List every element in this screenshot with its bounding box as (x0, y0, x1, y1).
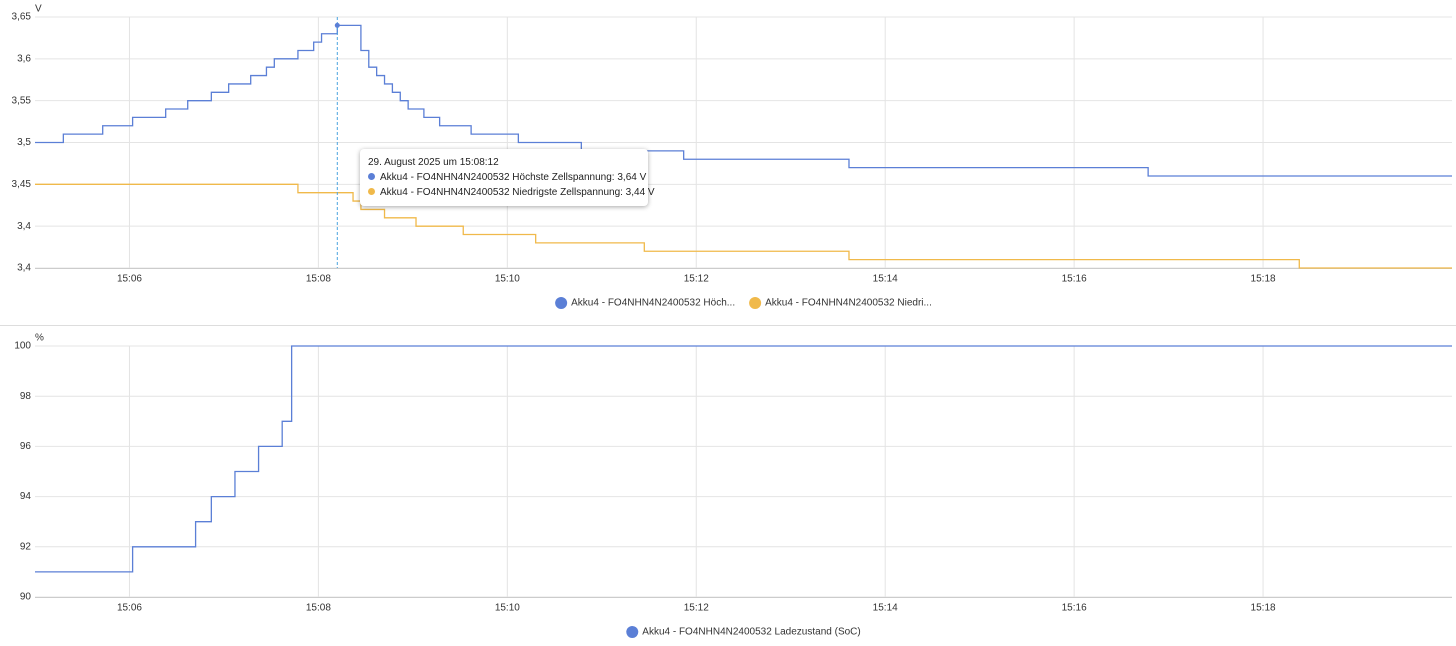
line-series (35, 24, 1452, 177)
y-tick-label: 3,55 (12, 95, 32, 106)
legend-dot (555, 297, 568, 309)
y-tick-label: 3,5 (17, 137, 31, 148)
line-series (35, 183, 1452, 269)
legend-item: Akku4 - FO4NHN4N2400532 Höch... (555, 297, 735, 309)
x-tick-label: 15:06 (117, 603, 142, 614)
legend-item: Akku4 - FO4NHN4N2400532 Ladezustand (SoC… (626, 626, 861, 638)
x-tick-label: 15:12 (684, 274, 709, 285)
y-tick-label: 100 (14, 341, 31, 352)
y-tick-label: 90 (20, 592, 32, 603)
tooltip: 29. August 2025 um 15:08:12 Akku4 - FO4N… (360, 149, 655, 206)
tooltip-dot (368, 173, 375, 180)
x-tick-label: 15:18 (1251, 274, 1276, 285)
legend-item: Akku4 - FO4NHN4N2400532 Niedri... (749, 297, 932, 309)
y-tick-label: 96 (20, 441, 32, 452)
tooltip-dot (368, 188, 375, 195)
y-tick-label: 3,6 (17, 53, 31, 64)
legend-label: Akku4 - FO4NHN4N2400532 Höch... (571, 298, 735, 309)
x-tick-label: 15:16 (1062, 603, 1087, 614)
legend: Akku4 - FO4NHN4N2400532 Ladezustand (SoC… (626, 626, 861, 638)
y-tick-label: 3,65 (12, 12, 32, 23)
y-tick-label: 3,45 (12, 179, 32, 190)
legend-label: Akku4 - FO4NHN4N2400532 Niedri... (765, 298, 932, 309)
x-tick-label: 15:08 (306, 603, 331, 614)
line-series (35, 345, 1452, 573)
y-axis-unit: V (35, 4, 42, 15)
y-axis-unit: % (35, 333, 44, 344)
y-tick-label: 92 (20, 541, 32, 552)
legend-label: Akku4 - FO4NHN4N2400532 Ladezustand (SoC… (642, 627, 860, 638)
x-tick-label: 15:10 (495, 603, 520, 614)
x-tick-label: 15:08 (306, 274, 331, 285)
x-tick-label: 15:16 (1062, 274, 1087, 285)
x-tick-label: 15:12 (684, 603, 709, 614)
legend-dot (749, 297, 762, 309)
x-tick-label: 15:14 (873, 274, 898, 285)
y-tick-label: 3,4 (17, 221, 31, 232)
tooltip-title: 29. August 2025 um 15:08:12 (368, 157, 499, 168)
x-tick-label: 15:14 (873, 603, 898, 614)
tooltip-line: Akku4 - FO4NHN4N2400532 Höchste Zellspan… (368, 170, 646, 185)
tooltip-text: Akku4 - FO4NHN4N2400532 Höchste Zellspan… (380, 172, 647, 183)
y-tick-label: 3,4 (17, 263, 31, 274)
x-tick-label: 15:06 (117, 274, 142, 285)
y-tick-label: 98 (20, 391, 32, 402)
x-tick-label: 15:10 (495, 274, 520, 285)
x-tick-label: 15:18 (1251, 603, 1276, 614)
legend-dot (626, 626, 639, 638)
hover-point (334, 22, 340, 28)
legend: Akku4 - FO4NHN4N2400532 Höch... Akku4 - F… (555, 297, 932, 309)
tooltip-line: Akku4 - FO4NHN4N2400532 Niedrigste Zells… (368, 185, 655, 200)
y-tick-label: 94 (20, 491, 32, 502)
tooltip-text: Akku4 - FO4NHN4N2400532 Niedrigste Zells… (380, 187, 655, 198)
